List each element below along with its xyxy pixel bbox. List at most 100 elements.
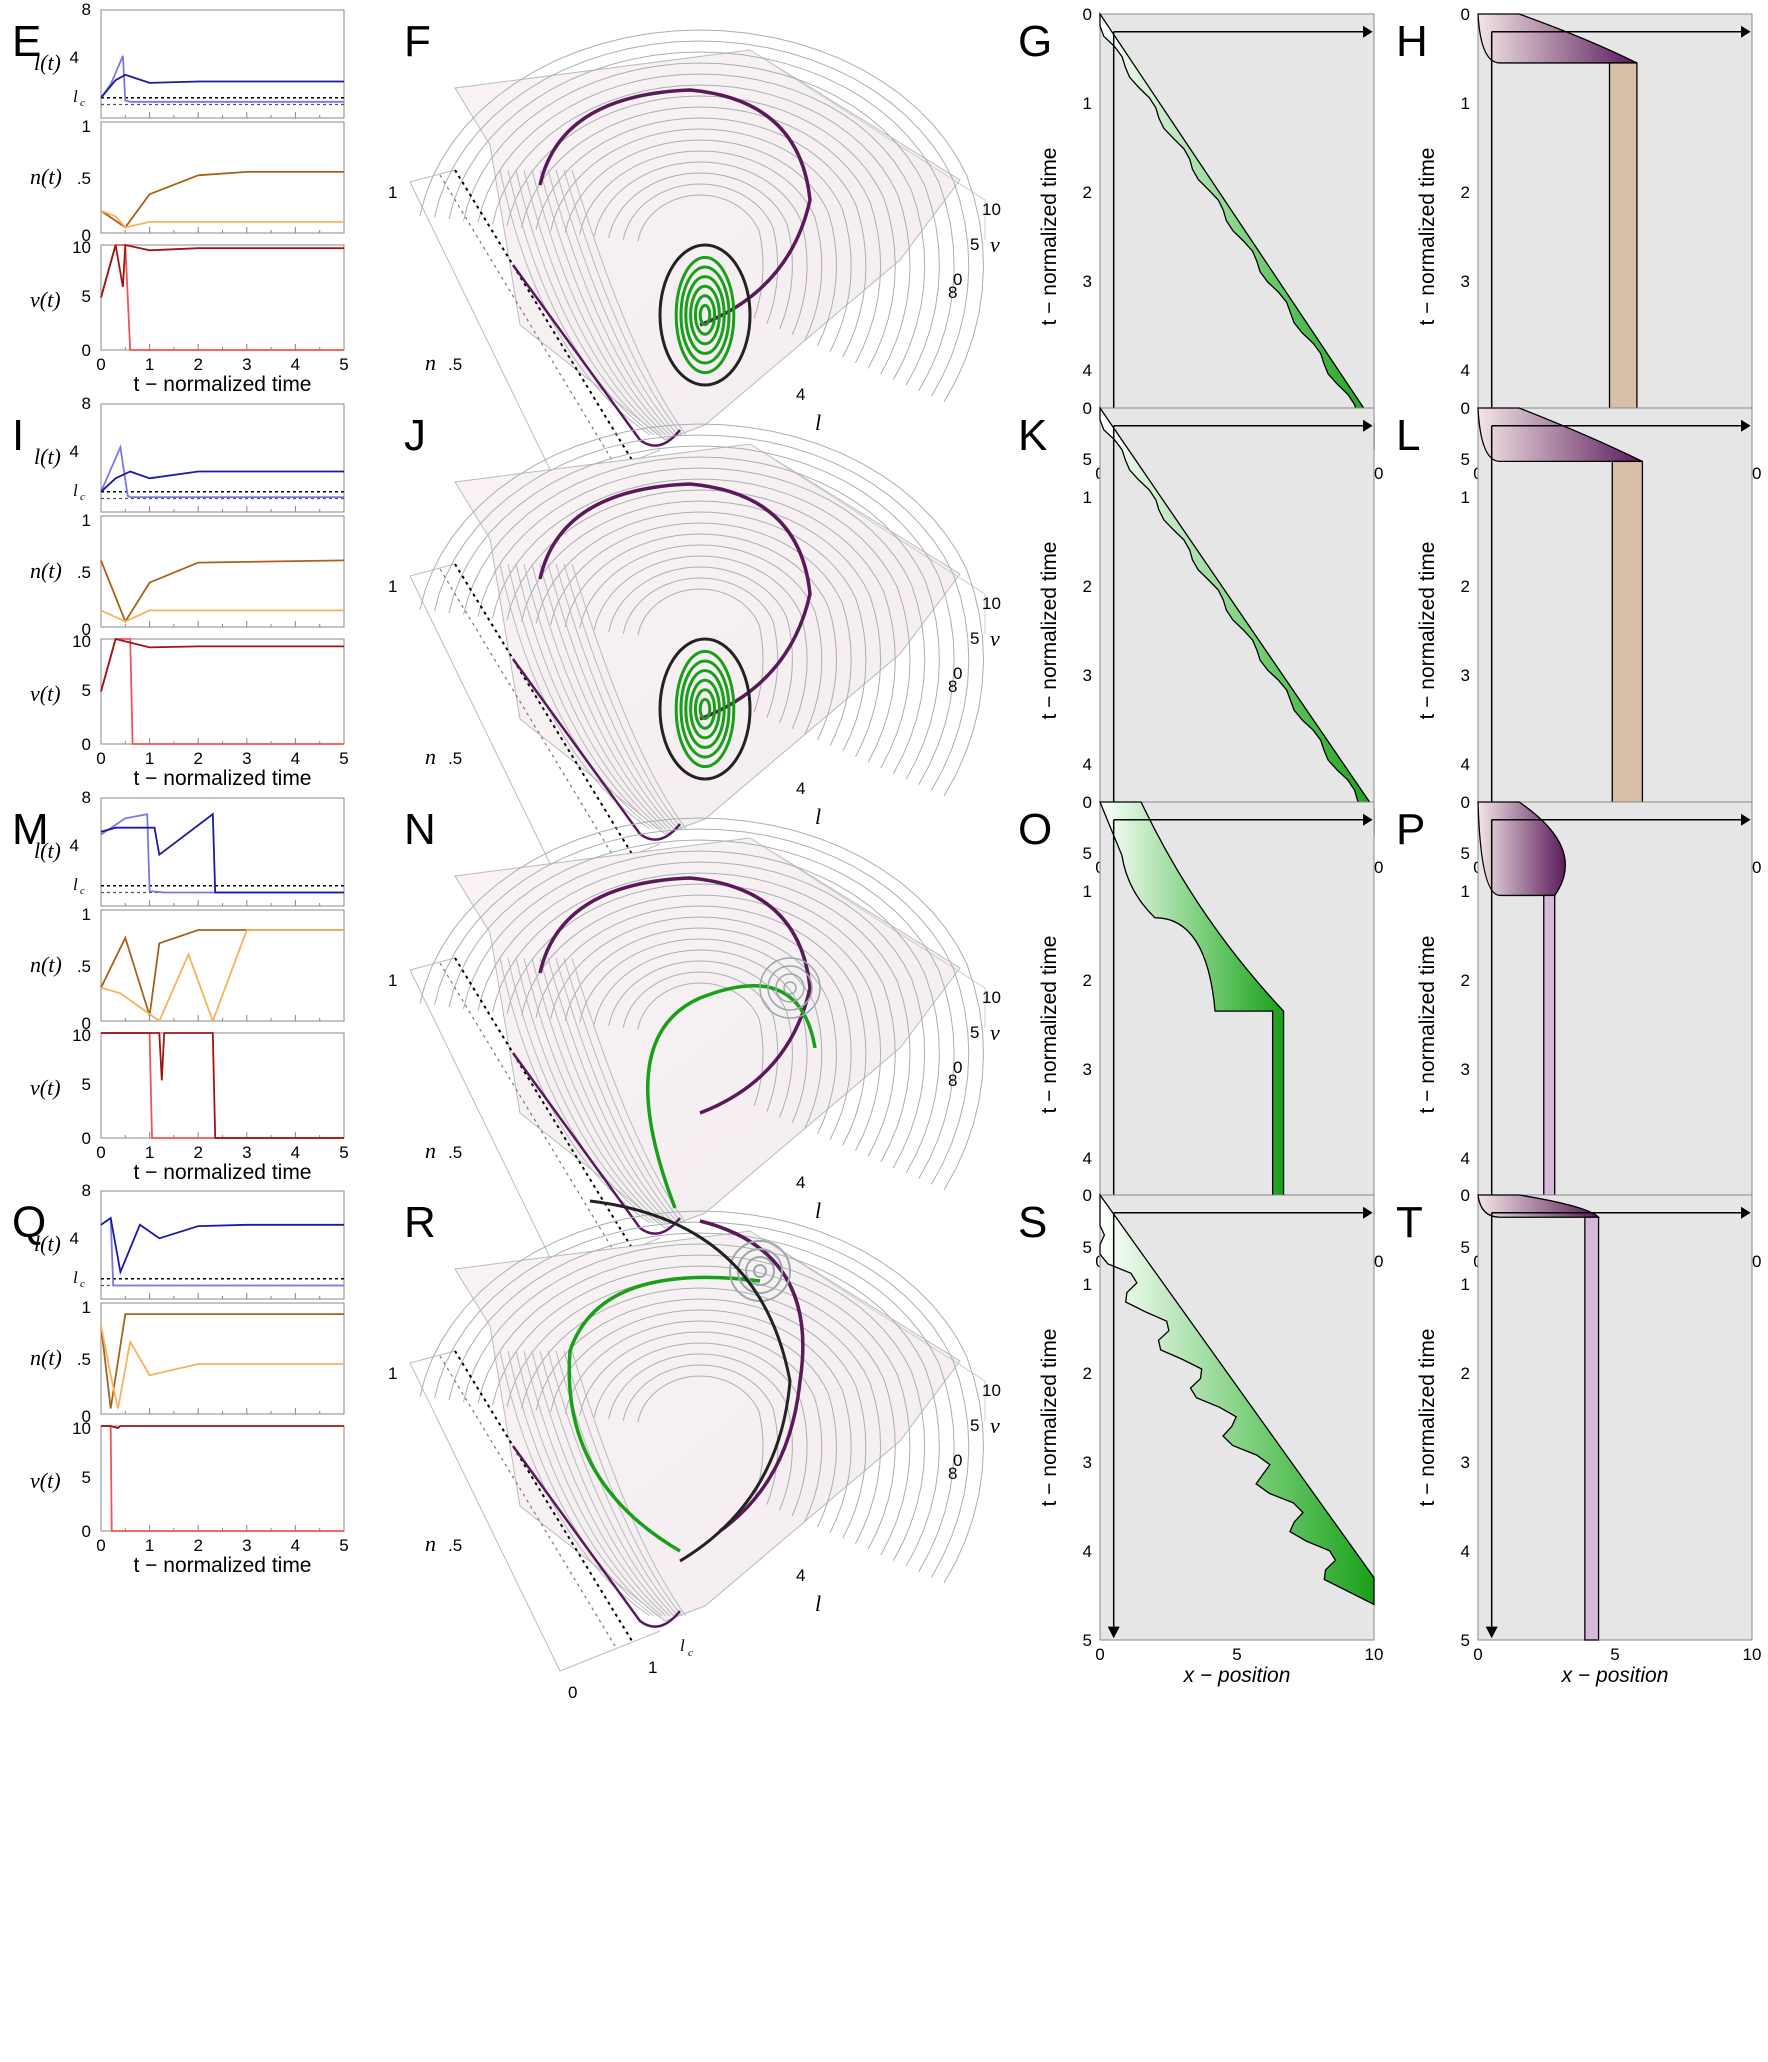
subplot-frame-v <box>100 638 345 745</box>
y-tick-label: 0 <box>1083 399 1092 418</box>
box-edge <box>749 1230 986 1421</box>
v-tick-0: 0 <box>953 664 962 683</box>
grey-streamline <box>593 1342 808 1516</box>
series-line-l-2 <box>100 812 344 894</box>
subplot-frame-l <box>100 797 345 907</box>
x-arrowhead <box>1741 419 1751 432</box>
spiral-focus <box>767 965 813 1011</box>
series-line-l-1 <box>100 55 344 103</box>
box-edge-top <box>409 1350 456 1364</box>
panel-letter-J: J <box>404 411 426 460</box>
grey-streamline-inner <box>571 169 687 436</box>
subplot-frame-l <box>100 1190 345 1300</box>
grey-streamline-inner <box>539 1350 671 1617</box>
grey-streamline-inner <box>515 169 659 436</box>
series-line-v-1 <box>100 638 344 745</box>
grey-streamline-inner <box>507 1350 655 1617</box>
n-tick-0: 0 <box>568 1683 577 1702</box>
lc-tick-sub: c <box>80 1278 85 1290</box>
grey-streamline <box>637 1375 764 1500</box>
grey-streamline-inner <box>507 169 655 436</box>
green-limit-cycle <box>679 659 731 759</box>
green-limit-cycle <box>684 669 726 749</box>
box-edge-top <box>409 169 456 183</box>
grey-streamline-inner <box>539 563 671 830</box>
y-tick-label: 1 <box>1083 94 1092 113</box>
green-limit-cycle <box>674 255 736 375</box>
subplot-frame-n <box>100 121 345 234</box>
lc-tick-label: l <box>73 481 78 500</box>
l-axis-label: l(t) <box>34 838 61 863</box>
grey-streamline <box>579 938 823 1129</box>
grey-streamline-inner <box>555 563 679 830</box>
y-tick-label: 3 <box>1083 272 1092 291</box>
panel-letter-L: L <box>1396 411 1420 460</box>
grey-streamline-inner <box>547 1350 675 1617</box>
series-line-l-1 <box>100 1216 344 1287</box>
lc-label: l <box>680 1636 685 1655</box>
grey-streamline <box>448 839 955 1180</box>
l-tick-4: 4 <box>796 1173 805 1192</box>
y-tick-label: 1 <box>1461 882 1470 901</box>
phase-portrait-panel-F: 1.5n01lc4l8105v0F <box>388 17 1001 521</box>
y-tick-label: 5 <box>1461 450 1470 469</box>
grey-streamline <box>608 1353 793 1511</box>
timeseries-panel-I: 8 4 l c l(t) 1 .5 0 n(t) 10 5 0 v(t) 0 1 2 3 4 5 t − normal… <box>12 394 349 790</box>
grey-streamline <box>564 927 838 1135</box>
grey-streamline <box>564 139 838 347</box>
lc-reference-line <box>454 169 633 461</box>
x-tick-label: 0 <box>96 355 105 374</box>
n-axis-label: n <box>425 350 436 375</box>
v-axis-label: v <box>990 232 1000 257</box>
x-axis-label: t − normalized time <box>134 373 312 396</box>
x-tick-label: 0 <box>96 1536 105 1555</box>
grey-streamline <box>608 960 793 1118</box>
purple-trajectory-lower <box>511 1445 681 1628</box>
n-tick-half: .5 <box>448 749 462 768</box>
grey-streamline <box>434 40 970 397</box>
timeseries-panel-M: 8 4 l c l(t) 1 .5 0 n(t) 10 5 0 v(t) 0 1 2 3 4 5 t − normal… <box>12 788 349 1184</box>
l-tick-4: 4 <box>70 1229 79 1248</box>
n-tick-0: 0 <box>82 1014 91 1033</box>
grey-streamline <box>564 1320 838 1528</box>
x-tick-label: 3 <box>242 749 251 768</box>
y-tick-label: 2 <box>1083 1364 1092 1383</box>
v-tick-10: 10 <box>72 632 91 651</box>
x-axis-label: t − normalized time <box>134 767 312 790</box>
purple-trajectory-upper <box>538 876 812 1115</box>
grey-streamline <box>593 161 808 335</box>
v-tick-0: 0 <box>953 1451 962 1470</box>
grey-streamline <box>477 861 926 1168</box>
v-tick-0: 0 <box>82 735 91 754</box>
grey-streamline <box>550 916 852 1140</box>
y-tick-label: 2 <box>1461 1364 1470 1383</box>
stationary-band <box>1543 894 1556 1248</box>
v-tick-5: 5 <box>82 1075 91 1094</box>
purple-trajectory-upper <box>538 482 812 721</box>
x-arrowhead <box>1741 25 1751 38</box>
panel-letter-Q: Q <box>12 1198 46 1247</box>
grey-streamline-inner <box>547 169 675 436</box>
x-tick-label: 5 <box>339 355 348 374</box>
l-axis-label: l(t) <box>34 50 61 75</box>
subplot-frame-v <box>100 1425 345 1532</box>
l-tick-4: 4 <box>796 779 805 798</box>
y-tick-label: 1 <box>1461 94 1470 113</box>
box-edge-top <box>409 957 456 971</box>
grey-streamline <box>521 106 882 364</box>
v-axis-label: v(t) <box>30 681 61 706</box>
y-tick-label: 5 <box>1461 844 1470 863</box>
y-tick-label: 5 <box>1461 1238 1470 1257</box>
l-axis-label: l(t) <box>34 444 61 469</box>
spiral-focus <box>759 957 821 1019</box>
y-tick-label: 2 <box>1083 971 1092 990</box>
x-tick-label: 1 <box>145 749 154 768</box>
l-tick-4: 4 <box>70 48 79 67</box>
stationary-band <box>1611 460 1644 854</box>
l-tick-8: 8 <box>948 677 957 696</box>
y-tick-label: 4 <box>1083 1149 1092 1168</box>
n-axis-label: n(t) <box>30 164 62 189</box>
grey-streamline <box>492 478 911 769</box>
stationary-band <box>1584 1216 1600 1641</box>
